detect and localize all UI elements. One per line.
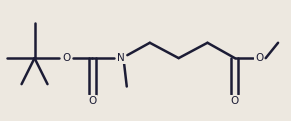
Text: O: O (62, 53, 70, 63)
Text: O: O (255, 53, 263, 63)
Text: O: O (88, 96, 96, 106)
Text: O: O (231, 96, 239, 106)
Text: N: N (117, 53, 125, 63)
